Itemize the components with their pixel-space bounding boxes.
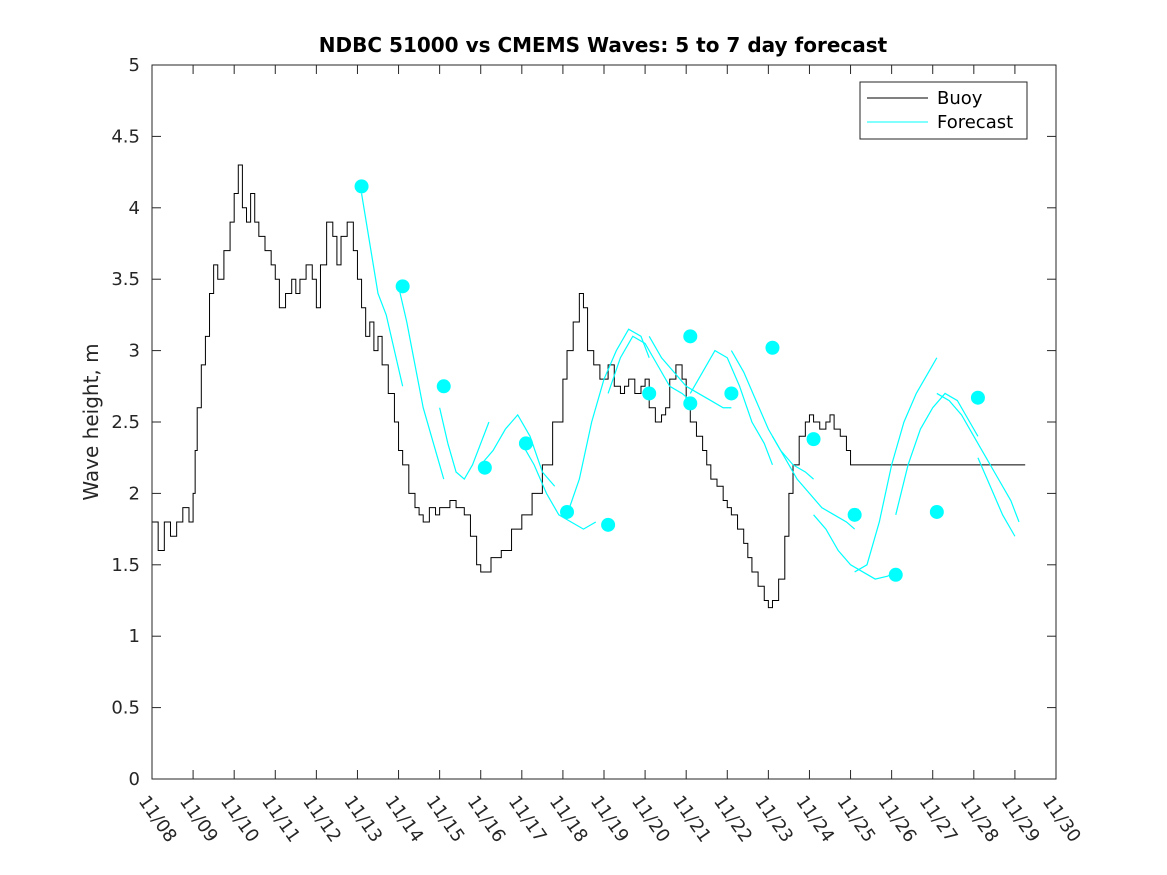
y-axis-label: Wave height, m (79, 343, 103, 500)
forecast-marker (354, 179, 369, 194)
forecast-series-line (771, 435, 856, 530)
legend-forecast-label: Forecast (937, 112, 1013, 133)
forecast-marker (888, 567, 903, 582)
y-tick-label: 1 (129, 626, 140, 647)
y-tick-label: 2.5 (111, 412, 140, 433)
legend: Buoy Forecast (859, 81, 1028, 140)
y-tick-label: 0.5 (111, 698, 140, 719)
forecast-series-line (360, 193, 404, 387)
y-tick-label: 5 (129, 55, 140, 76)
forecast-marker (765, 340, 780, 355)
forecast-series-line (977, 457, 1016, 537)
buoy-series-line (152, 164, 1026, 609)
forecast-marker (683, 329, 698, 344)
y-tick-label: 3 (129, 341, 140, 362)
forecast-series-line (521, 443, 597, 530)
y-tick-label: 2 (129, 483, 140, 504)
forecast-marker (724, 386, 739, 401)
forecast-marker (477, 460, 492, 475)
forecast-marker (601, 517, 616, 532)
forecast-series-line (480, 413, 556, 487)
y-tick-label: 0 (129, 769, 140, 790)
forecast-marker (395, 279, 410, 294)
forecast-series-line (895, 392, 979, 515)
y-tick-label: 1.5 (111, 555, 140, 576)
legend-box (859, 81, 1028, 140)
forecast-marker (806, 432, 821, 447)
forecast-series-line (689, 349, 774, 466)
plot-area (152, 164, 1026, 609)
forecast-marker (929, 504, 944, 519)
forecast-series-line (566, 328, 650, 516)
forecast-marker (683, 396, 698, 411)
forecast-marker (970, 390, 985, 405)
forecast-series-line (936, 392, 1020, 523)
forecast-marker (518, 436, 533, 451)
forecast-marker (436, 379, 451, 394)
forecast-series-line (607, 335, 691, 402)
forecast-series-line (439, 407, 490, 481)
y-tick-label: 4.5 (111, 126, 140, 147)
y-tick-label: 3.5 (111, 269, 140, 290)
forecast-marker (560, 504, 575, 519)
chart-title: NDBC 51000 vs CMEMS Waves: 5 to 7 day fo… (319, 33, 888, 57)
forecast-series-line (397, 286, 445, 480)
forecast-marker (847, 507, 862, 522)
forecast-marker (642, 386, 657, 401)
forecast-series-line (854, 357, 938, 573)
legend-buoy-label: Buoy (937, 88, 983, 109)
forecast-series-line (813, 514, 897, 580)
y-tick-label: 4 (129, 198, 140, 219)
